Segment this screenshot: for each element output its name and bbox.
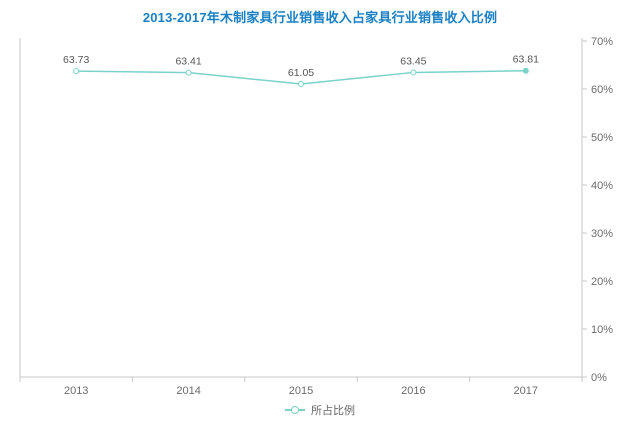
data-point-marker[interactable]: [185, 69, 192, 76]
data-label: 61.05: [288, 67, 314, 79]
x-tick-label: 2013: [64, 385, 88, 397]
data-point-marker[interactable]: [298, 80, 304, 87]
x-tick-label: 2015: [289, 385, 313, 397]
y-tick-label: 70%: [591, 36, 613, 48]
y-tick-label: 60%: [591, 84, 613, 96]
x-tick-label: 2014: [176, 385, 200, 397]
data-point-marker[interactable]: [522, 67, 529, 74]
y-tick-label: 0%: [591, 372, 607, 384]
y-tick-label: 30%: [591, 228, 613, 240]
legend-label: 所占比例: [311, 405, 355, 417]
legend-line-marker-icon: [285, 406, 305, 414]
y-tick-label: 10%: [591, 324, 613, 336]
x-tick-label: 2016: [401, 385, 425, 397]
chart-title: 2013-2017年木制家具行业销售收入占家具行业销售收入比例: [142, 10, 498, 25]
y-tick-label: 20%: [591, 276, 613, 288]
data-point-marker[interactable]: [410, 69, 417, 76]
data-label: 63.81: [513, 54, 539, 66]
data-label: 63.45: [400, 55, 426, 67]
data-point-marker[interactable]: [73, 68, 80, 75]
y-tick-label: 50%: [591, 132, 613, 144]
y-tick-label: 40%: [591, 180, 613, 192]
data-label: 63.41: [175, 56, 201, 68]
data-label: 63.73: [63, 54, 89, 66]
legend-item[interactable]: 所占比例: [0, 402, 640, 418]
legend-circle-marker: [291, 406, 299, 414]
x-tick-label: 2017: [514, 385, 538, 397]
